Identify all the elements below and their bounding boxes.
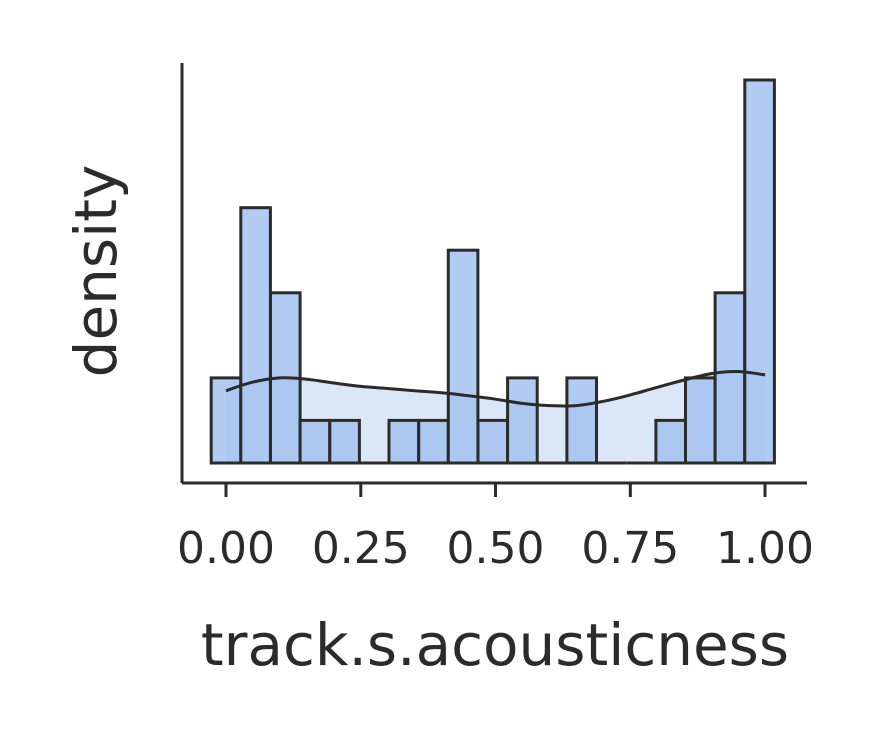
histogram-bar [506, 376, 539, 465]
histogram-bar [565, 376, 599, 465]
kde-line-layer [225, 369, 766, 408]
histogram-bar [654, 418, 688, 465]
x-axis-title: track.s.acousticness [201, 611, 789, 679]
histogram-bar [417, 418, 450, 465]
histogram-bar [684, 376, 717, 465]
x-tick-label: 0.50 [447, 523, 545, 574]
x-tick-label: 1.00 [716, 523, 814, 574]
histogram-bar [298, 418, 332, 465]
histogram-bar [209, 376, 243, 465]
x-ticks: 0.00 0.25 0.50 0.75 1.00 [177, 483, 814, 574]
histogram-bar [713, 291, 747, 465]
histogram-bar [328, 418, 361, 465]
x-tick-label: 0.00 [177, 523, 275, 574]
histogram-bar [239, 206, 272, 465]
x-tick-label: 0.75 [581, 523, 679, 574]
histogram-bar [446, 248, 480, 465]
histogram-bar [476, 418, 510, 465]
kde-line [225, 369, 766, 408]
y-axis-title: density [62, 165, 130, 378]
histogram-bar [743, 78, 776, 465]
histogram-bar [387, 418, 421, 465]
x-tick-label: 0.25 [312, 523, 410, 574]
